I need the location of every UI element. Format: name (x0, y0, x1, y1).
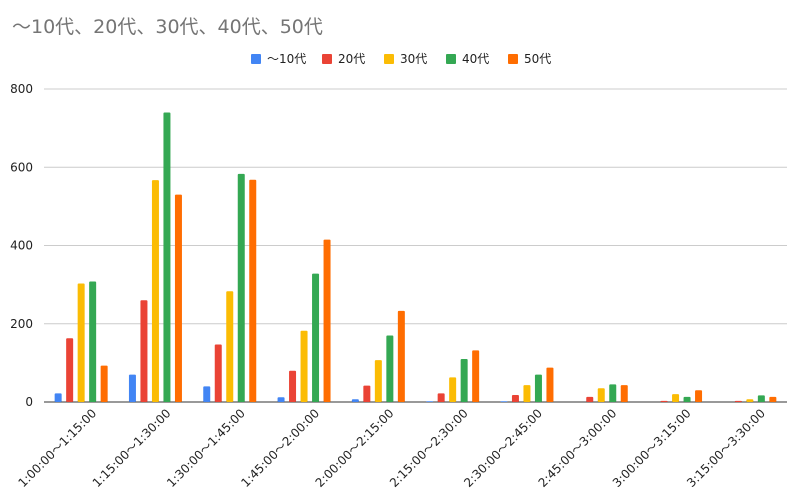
bar (289, 370, 297, 402)
bar (203, 386, 211, 402)
bar (672, 394, 680, 402)
y-tick-label: 200 (10, 317, 33, 331)
bar (351, 399, 359, 402)
x-tick-label: 2:00:00〜2:15:00 (313, 406, 397, 490)
bar (695, 390, 703, 402)
bar (586, 396, 594, 402)
bar (214, 344, 222, 402)
legend-item: 〜10代 (251, 52, 306, 66)
bar (300, 330, 308, 402)
bar (437, 393, 445, 402)
bar (769, 396, 777, 402)
bar (312, 273, 320, 402)
bar (277, 397, 285, 402)
legend-label: 50代 (524, 52, 551, 66)
bar (100, 365, 108, 402)
bar (523, 385, 531, 402)
legend-item: 20代 (322, 52, 365, 66)
chart-title: 〜10代、20代、30代、40代、50代 (12, 16, 323, 38)
x-tick-label: 2:15:00〜2:30:00 (387, 406, 471, 490)
bar (426, 401, 434, 402)
legend-label: 〜10代 (267, 52, 306, 66)
legend-item: 30代 (384, 52, 427, 66)
bar (151, 180, 159, 402)
bar (620, 385, 628, 402)
bar (472, 350, 480, 402)
legend: 〜10代 20代 30代 40代 50代 (251, 52, 551, 66)
legend-swatch (384, 54, 394, 64)
legend-label: 30代 (400, 52, 427, 66)
bar (511, 394, 519, 402)
bar (323, 239, 331, 402)
bar (163, 112, 171, 402)
x-tick-label: 1:00:00〜1:15:00 (15, 406, 99, 490)
bar (374, 360, 382, 402)
bar (89, 281, 97, 402)
bar (226, 291, 234, 402)
bar (386, 335, 394, 402)
bar (54, 393, 62, 402)
bar (449, 377, 457, 402)
legend-swatch (251, 54, 261, 64)
legend-label: 40代 (462, 52, 489, 66)
bar (500, 401, 508, 402)
y-tick-label: 600 (10, 160, 33, 174)
x-axis-ticks: 1:00:00〜1:15:001:15:00〜1:30:001:30:00〜1:… (15, 406, 768, 490)
x-tick-label: 3:00:00〜3:15:00 (610, 406, 694, 490)
x-tick-label: 1:45:00〜2:00:00 (238, 406, 322, 490)
legend-swatch (446, 54, 456, 64)
y-axis-ticks: 0 200 400 600 800 (10, 82, 33, 409)
bar (757, 395, 765, 402)
bar (237, 173, 245, 402)
bar (534, 374, 542, 402)
y-tick-label: 400 (10, 239, 33, 253)
x-tick-label: 3:15:00〜3:30:00 (684, 406, 768, 490)
bar (597, 388, 605, 402)
legend-label: 20代 (338, 52, 365, 66)
bar (77, 283, 85, 402)
bar (397, 310, 405, 402)
bar (174, 194, 182, 402)
bar (683, 396, 691, 402)
x-tick-label: 2:30:00〜2:45:00 (461, 406, 545, 490)
x-tick-label: 1:15:00〜1:30:00 (90, 406, 174, 490)
legend-swatch (322, 54, 332, 64)
bars (54, 112, 777, 402)
bar (249, 179, 257, 402)
legend-item: 50代 (508, 52, 551, 66)
x-tick-label: 1:30:00〜1:45:00 (164, 406, 248, 490)
bar (140, 300, 148, 402)
bar (363, 385, 371, 402)
bar (546, 367, 554, 402)
x-tick-label: 2:45:00〜3:00:00 (536, 406, 620, 490)
bar (660, 400, 668, 402)
legend-item: 40代 (446, 52, 489, 66)
bar (609, 384, 617, 402)
legend-swatch (508, 54, 518, 64)
bar (460, 358, 468, 402)
y-tick-label: 0 (25, 395, 33, 409)
bar (66, 338, 74, 402)
bar (746, 399, 754, 402)
y-tick-label: 800 (10, 82, 33, 96)
bar (128, 374, 136, 402)
bar (734, 400, 742, 402)
